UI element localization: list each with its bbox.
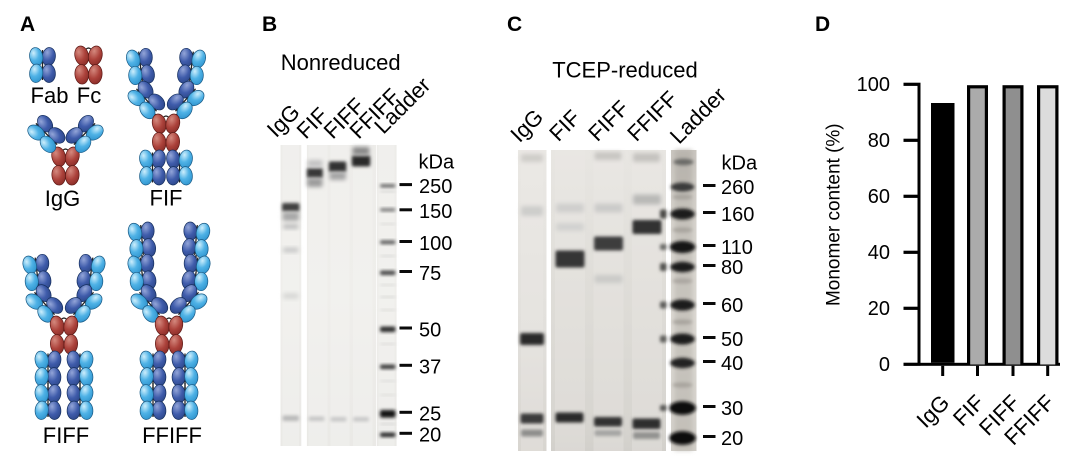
svg-text:kDa: kDa <box>722 153 758 175</box>
svg-text:60: 60 <box>721 295 743 317</box>
svg-text:FIF: FIF <box>150 186 183 211</box>
svg-text:20: 20 <box>419 425 441 447</box>
svg-text:kDa: kDa <box>419 152 455 174</box>
svg-text:30: 30 <box>721 398 743 420</box>
svg-text:100: 100 <box>419 233 452 255</box>
svg-text:C: C <box>507 13 522 36</box>
svg-text:D: D <box>815 13 830 36</box>
svg-text:FIF: FIF <box>544 105 585 146</box>
svg-text:260: 260 <box>721 177 754 199</box>
svg-text:80: 80 <box>868 130 890 152</box>
svg-text:TCEP-reduced: TCEP-reduced <box>552 58 698 83</box>
svg-text:FIFF: FIFF <box>583 96 634 147</box>
svg-text:Monomer content (%): Monomer content (%) <box>824 123 845 306</box>
svg-text:FFIFF: FFIFF <box>142 423 202 448</box>
svg-text:25: 25 <box>419 404 441 426</box>
svg-text:40: 40 <box>868 242 890 264</box>
svg-text:160: 160 <box>721 204 754 226</box>
svg-text:50: 50 <box>721 329 743 351</box>
svg-text:150: 150 <box>419 201 452 223</box>
svg-text:0: 0 <box>879 354 890 376</box>
svg-text:IgG: IgG <box>505 104 548 147</box>
svg-text:250: 250 <box>419 176 452 198</box>
svg-text:Ladder: Ladder <box>665 82 731 148</box>
svg-text:B: B <box>262 13 277 36</box>
svg-text:60: 60 <box>868 186 890 208</box>
svg-text:Nonreduced: Nonreduced <box>281 50 401 75</box>
svg-text:100: 100 <box>857 74 890 96</box>
svg-text:20: 20 <box>868 298 890 320</box>
svg-text:FIFF: FIFF <box>43 423 89 448</box>
svg-text:20: 20 <box>721 428 743 450</box>
svg-text:50: 50 <box>419 319 441 341</box>
svg-text:Fab: Fab <box>31 83 69 108</box>
svg-text:IgG: IgG <box>45 186 80 211</box>
svg-text:Fc: Fc <box>77 83 101 108</box>
svg-text:75: 75 <box>419 263 441 285</box>
svg-text:A: A <box>20 13 35 36</box>
svg-text:110: 110 <box>721 237 753 259</box>
svg-text:37: 37 <box>419 357 441 379</box>
svg-text:80: 80 <box>721 257 743 279</box>
svg-text:40: 40 <box>721 353 743 375</box>
svg-text:IgG: IgG <box>911 390 954 433</box>
